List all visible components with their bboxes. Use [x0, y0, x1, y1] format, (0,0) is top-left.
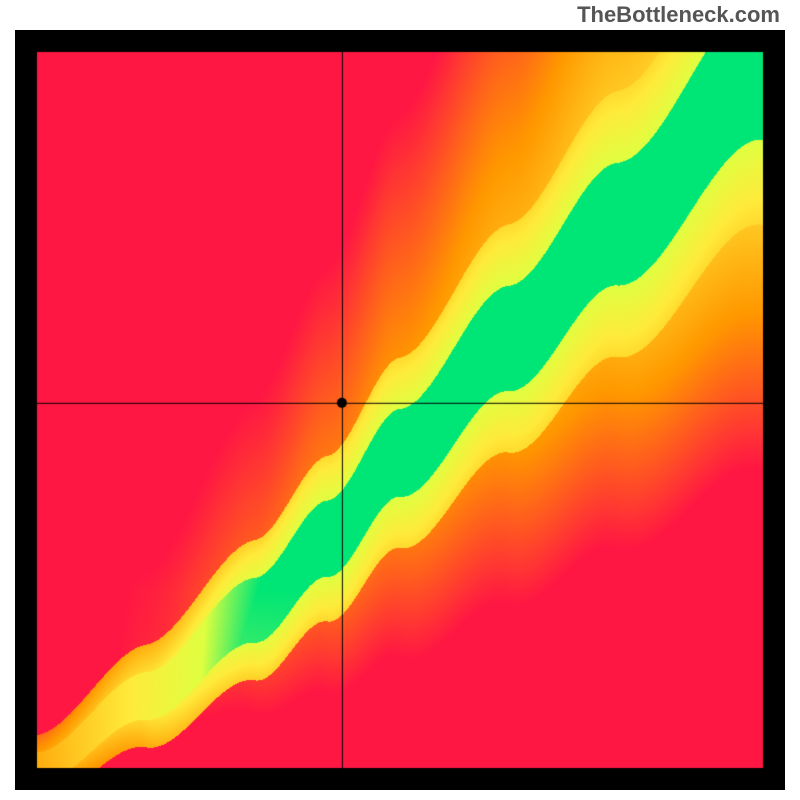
watermark-text: TheBottleneck.com — [577, 2, 780, 28]
bottleneck-heatmap — [15, 30, 785, 790]
heatmap-canvas — [15, 30, 785, 790]
